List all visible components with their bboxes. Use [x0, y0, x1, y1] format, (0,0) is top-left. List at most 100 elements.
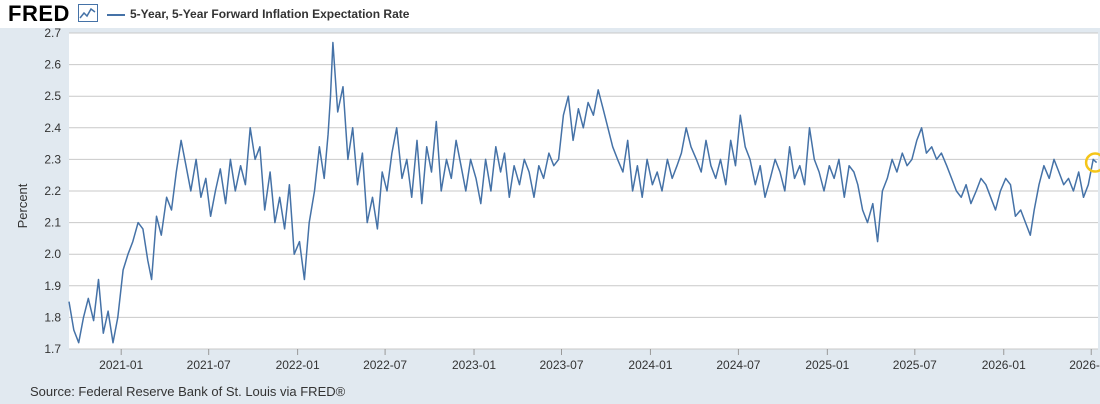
data-point[interactable] [522, 157, 527, 162]
data-point[interactable] [317, 144, 322, 149]
data-point[interactable] [713, 176, 718, 181]
data-point[interactable] [968, 201, 973, 206]
data-point[interactable] [233, 189, 238, 194]
data-point[interactable] [875, 239, 880, 244]
data-point[interactable] [125, 252, 130, 257]
data-point[interactable] [488, 189, 493, 194]
data-point[interactable] [551, 163, 556, 168]
data-point[interactable] [581, 125, 586, 130]
data-point[interactable] [601, 106, 606, 111]
data-point[interactable] [865, 220, 870, 225]
data-point[interactable] [71, 328, 76, 333]
data-point[interactable] [458, 163, 463, 168]
data-point[interactable] [81, 315, 86, 320]
data-point[interactable] [782, 189, 787, 194]
data-point[interactable] [851, 170, 856, 175]
data-point[interactable] [1032, 207, 1037, 212]
data-point[interactable] [253, 157, 258, 162]
data-point[interactable] [76, 340, 81, 345]
data-point[interactable] [993, 207, 998, 212]
data-point[interactable] [110, 340, 115, 345]
data-point[interactable] [758, 163, 763, 168]
data-point[interactable] [96, 277, 101, 282]
data-point[interactable] [213, 189, 218, 194]
data-point[interactable] [248, 125, 253, 130]
data-point[interactable] [929, 144, 934, 149]
data-point[interactable] [1003, 176, 1008, 181]
data-point[interactable] [536, 163, 541, 168]
data-point[interactable] [723, 182, 728, 187]
data-point[interactable] [483, 157, 488, 162]
data-point[interactable] [983, 182, 988, 187]
data-point[interactable] [576, 106, 581, 111]
data-point[interactable] [1047, 176, 1052, 181]
data-point[interactable] [121, 268, 126, 273]
data-point[interactable] [630, 189, 635, 194]
data-point[interactable] [218, 166, 223, 171]
data-point[interactable] [1056, 170, 1061, 175]
data-point[interactable] [262, 207, 267, 212]
data-point[interactable] [335, 110, 340, 115]
series-line[interactable] [68, 41, 1098, 344]
data-point[interactable] [787, 144, 792, 149]
data-point[interactable] [360, 151, 365, 156]
data-point[interactable] [919, 125, 924, 130]
data-point[interactable] [762, 195, 767, 200]
data-point[interactable] [591, 113, 596, 118]
data-point[interactable] [768, 176, 773, 181]
data-point[interactable] [1052, 157, 1057, 162]
data-point[interactable] [974, 189, 979, 194]
data-point[interactable] [183, 163, 188, 168]
data-point[interactable] [880, 189, 885, 194]
data-point[interactable] [792, 176, 797, 181]
data-point[interactable] [531, 195, 536, 200]
data-point[interactable] [370, 195, 375, 200]
data-point[interactable] [1076, 170, 1081, 175]
data-point[interactable] [934, 157, 939, 162]
data-point[interactable] [424, 144, 429, 149]
data-point[interactable] [718, 157, 723, 162]
data-point[interactable] [675, 163, 680, 168]
data-point[interactable] [238, 163, 243, 168]
data-point[interactable] [541, 176, 546, 181]
data-point[interactable] [586, 100, 591, 105]
data-point[interactable] [203, 176, 208, 181]
data-point[interactable] [655, 170, 660, 175]
data-point[interactable] [507, 195, 512, 200]
data-point[interactable] [625, 138, 630, 143]
data-point[interactable] [1066, 176, 1071, 181]
data-point[interactable] [345, 157, 350, 162]
data-point[interactable] [842, 195, 847, 200]
data-point[interactable] [670, 176, 675, 181]
data-point[interactable] [1037, 182, 1042, 187]
data-point[interactable] [546, 151, 551, 156]
data-point[interactable] [145, 258, 150, 263]
data-point[interactable] [860, 207, 865, 212]
data-point[interactable] [561, 113, 566, 118]
data-point[interactable] [1061, 182, 1066, 187]
data-point[interactable] [355, 182, 360, 187]
data-point[interactable] [517, 182, 522, 187]
data-point[interactable] [596, 87, 601, 92]
data-point[interactable] [894, 170, 899, 175]
data-point[interactable] [905, 163, 910, 168]
data-point[interactable] [964, 182, 969, 187]
data-point[interactable] [738, 113, 743, 118]
data-point[interactable] [1041, 163, 1046, 168]
data-point[interactable] [188, 189, 193, 194]
data-point[interactable] [101, 331, 106, 336]
data-point[interactable] [91, 318, 96, 323]
data-point[interactable] [478, 201, 483, 206]
data-point[interactable] [571, 138, 576, 143]
data-point[interactable] [914, 138, 919, 143]
data-point[interactable] [389, 151, 394, 156]
data-point[interactable] [900, 151, 905, 156]
data-point[interactable] [154, 214, 159, 219]
data-point[interactable] [1071, 189, 1076, 194]
data-point[interactable] [463, 189, 468, 194]
data-point[interactable] [400, 176, 405, 181]
data-point[interactable] [890, 157, 895, 162]
data-point[interactable] [615, 157, 620, 162]
data-point[interactable] [493, 144, 498, 149]
data-point[interactable] [640, 195, 645, 200]
